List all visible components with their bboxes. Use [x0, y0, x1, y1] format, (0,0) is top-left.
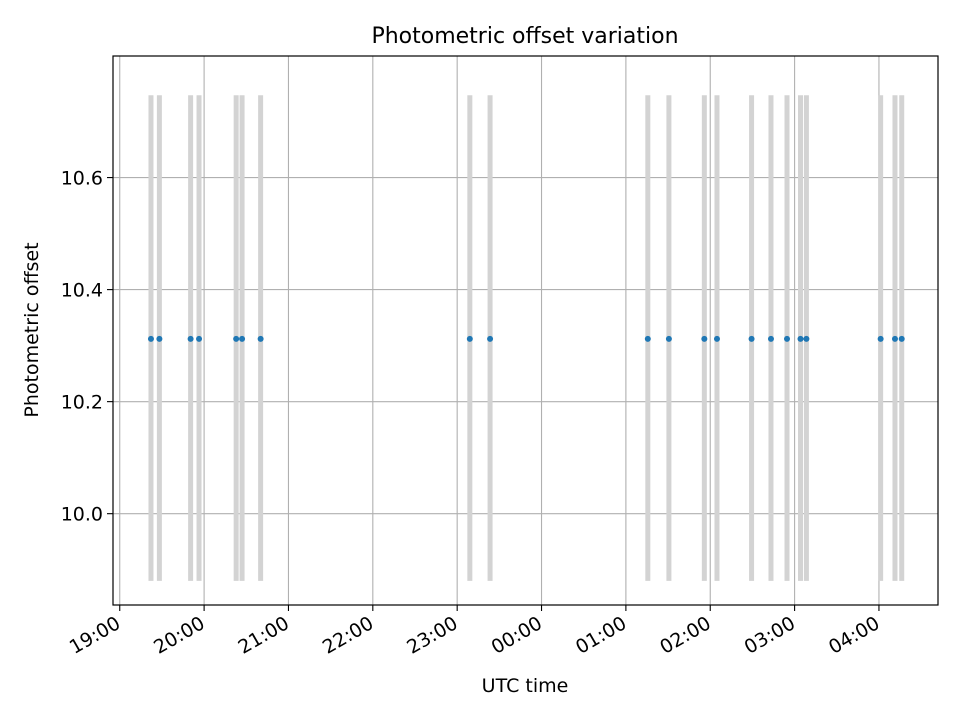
x-tick-label: 22:00: [319, 612, 377, 658]
data-point: [156, 335, 163, 342]
data-point: [665, 335, 672, 342]
x-tick-label: 21:00: [235, 612, 293, 658]
plot-frame: [112, 55, 939, 606]
data-point: [196, 335, 203, 342]
data-point: [784, 335, 791, 342]
x-tick-label: 02:00: [656, 612, 714, 658]
y-tick-label: 10.6: [61, 168, 103, 190]
y-tick-label: 10.2: [61, 392, 103, 414]
data-point: [233, 335, 240, 342]
data-point: [257, 335, 264, 342]
x-axis-label: UTC time: [482, 675, 569, 697]
x-tick-label: 00:00: [488, 612, 546, 658]
x-tick-label: 04:00: [825, 612, 883, 658]
data-point: [713, 335, 720, 342]
y-tick-label: 10.0: [61, 504, 103, 526]
data-point: [147, 335, 154, 342]
data-point: [891, 335, 898, 342]
data-point: [644, 335, 651, 342]
x-tick-label: 19:00: [66, 612, 124, 658]
data-point: [487, 335, 494, 342]
data-point: [466, 335, 473, 342]
x-tick-label: 23:00: [403, 612, 461, 658]
x-tick-label: 03:00: [741, 612, 799, 658]
data-point: [877, 335, 884, 342]
data-point: [187, 335, 194, 342]
data-point: [701, 335, 708, 342]
data-point: [898, 335, 905, 342]
data-points: [147, 335, 905, 342]
data-point: [803, 335, 810, 342]
data-point: [767, 335, 774, 342]
y-axis-label: Photometric offset: [21, 242, 43, 417]
data-point: [748, 335, 755, 342]
x-tick-label: 01:00: [572, 612, 630, 658]
x-tick-label: 20:00: [150, 612, 208, 658]
y-tick-label: 10.4: [61, 280, 103, 302]
data-point: [797, 335, 804, 342]
chart-title: Photometric offset variation: [371, 24, 678, 49]
data-point: [239, 335, 246, 342]
